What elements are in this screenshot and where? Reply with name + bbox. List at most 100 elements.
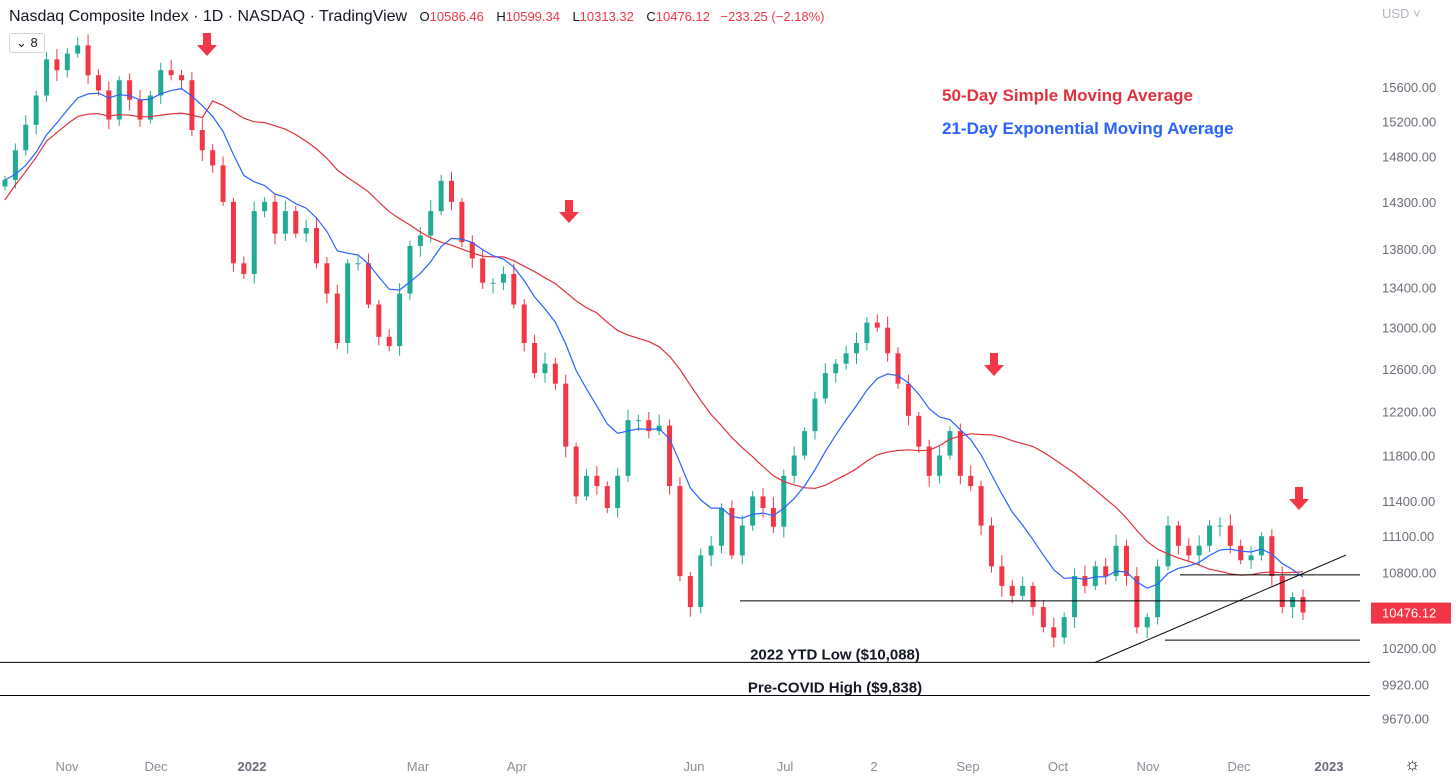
x-tick-label: Dec [1227, 759, 1251, 774]
candle-body [667, 425, 673, 487]
candle-body [282, 211, 288, 234]
candle-body [853, 342, 859, 354]
last-price-label: 10476.12 [1382, 606, 1436, 621]
candle-body [1072, 576, 1078, 618]
level-label: 2022 YTD Low ($10,088) [750, 646, 920, 663]
candle-body [1258, 536, 1264, 556]
candle-body [1040, 607, 1046, 628]
candle-body [438, 180, 444, 212]
candle-body [33, 95, 39, 125]
candle-body [584, 475, 590, 497]
candle-body [968, 475, 974, 487]
candle-body [1238, 545, 1244, 561]
candle-body [23, 124, 29, 151]
y-tick-label: 9670.00 [1382, 711, 1429, 726]
candle-body [179, 75, 185, 81]
candle-body [1134, 576, 1140, 628]
candle-body [272, 201, 278, 234]
candle-body [718, 507, 724, 546]
sell-arrow-icon [559, 200, 579, 223]
candle-body [511, 273, 517, 305]
candle-body [677, 486, 683, 577]
candle-body [874, 322, 880, 328]
candle-body [251, 211, 257, 274]
candle-body [127, 80, 133, 100]
candle-body [168, 70, 174, 76]
candle-body [988, 525, 994, 567]
candle-body [573, 446, 579, 497]
candle-body [407, 245, 413, 294]
ema-line [4, 87, 1304, 589]
candle-body [158, 70, 164, 96]
candle-body [729, 507, 735, 556]
candle-body [957, 431, 963, 476]
high-value: 10599.34 [505, 9, 560, 24]
candle-body [760, 496, 766, 508]
x-tick-label: Nov [55, 759, 79, 774]
y-tick-label: 13800.00 [1382, 242, 1436, 257]
candle-body [770, 507, 776, 527]
candle-body [843, 353, 849, 364]
y-tick-label: 15600.00 [1382, 80, 1436, 95]
candle-body [85, 45, 91, 76]
close-value: 10476.12 [655, 9, 710, 24]
candle-body [54, 59, 60, 71]
candle-body [864, 322, 870, 343]
candle-body [2, 179, 8, 187]
candle-body [147, 95, 153, 120]
candle-body [1020, 585, 1026, 596]
candle-body [480, 258, 486, 283]
candle-body [563, 383, 569, 447]
candle-body [490, 282, 496, 284]
x-tick-label: Jun [684, 759, 705, 774]
candle-body [739, 525, 745, 556]
currency-selector[interactable]: USD ˅ [1382, 6, 1421, 21]
candle-body [625, 420, 631, 476]
y-tick-label: 11400.00 [1382, 494, 1435, 509]
candle-body [220, 165, 226, 202]
candle-body [687, 576, 693, 608]
candle-body [95, 75, 101, 91]
candle-body [978, 486, 984, 526]
candle-body [1227, 525, 1233, 546]
candle-body [355, 263, 361, 265]
candle-body [1009, 585, 1015, 596]
candle-body [1217, 525, 1223, 527]
candle-body [532, 342, 538, 374]
candle-body [210, 150, 216, 166]
candle-body [708, 545, 714, 556]
candle-body [812, 398, 818, 432]
candle-body [604, 486, 610, 508]
candle-body [1290, 597, 1296, 608]
y-tick-label: 14800.00 [1382, 149, 1436, 164]
y-tick-label: 13000.00 [1382, 321, 1436, 336]
x-tick-label: Oct [1048, 759, 1069, 774]
candle-body [106, 90, 112, 120]
candle-body [428, 211, 434, 236]
candle-body [615, 475, 621, 508]
x-tick-label: Jul [777, 759, 794, 774]
sell-arrow-icon [984, 353, 1004, 376]
candle-body [885, 327, 891, 354]
last-price-badge [1371, 602, 1451, 624]
candle-body [116, 80, 122, 120]
x-tick-label: Dec [144, 759, 168, 774]
y-tick-label: 12200.00 [1382, 405, 1436, 420]
candle-body [376, 304, 382, 337]
candle-body [1030, 585, 1036, 608]
candle-body [1103, 566, 1109, 577]
candle-body [1186, 545, 1192, 556]
indicator-toggle-button[interactable]: ⌄ 8 [9, 33, 45, 53]
y-tick-label: 14300.00 [1382, 195, 1436, 210]
settings-icon[interactable]: ☼ [1404, 754, 1421, 774]
x-tick-label: 2023 [1315, 759, 1344, 774]
candle-body [293, 211, 299, 234]
y-tick-label: 12600.00 [1382, 362, 1436, 377]
candle-body [137, 99, 143, 120]
candle-body [781, 475, 787, 527]
y-tick-label: 13400.00 [1382, 281, 1436, 296]
candle-body [791, 455, 797, 476]
candle-body [999, 566, 1005, 586]
candle-body [542, 363, 548, 374]
